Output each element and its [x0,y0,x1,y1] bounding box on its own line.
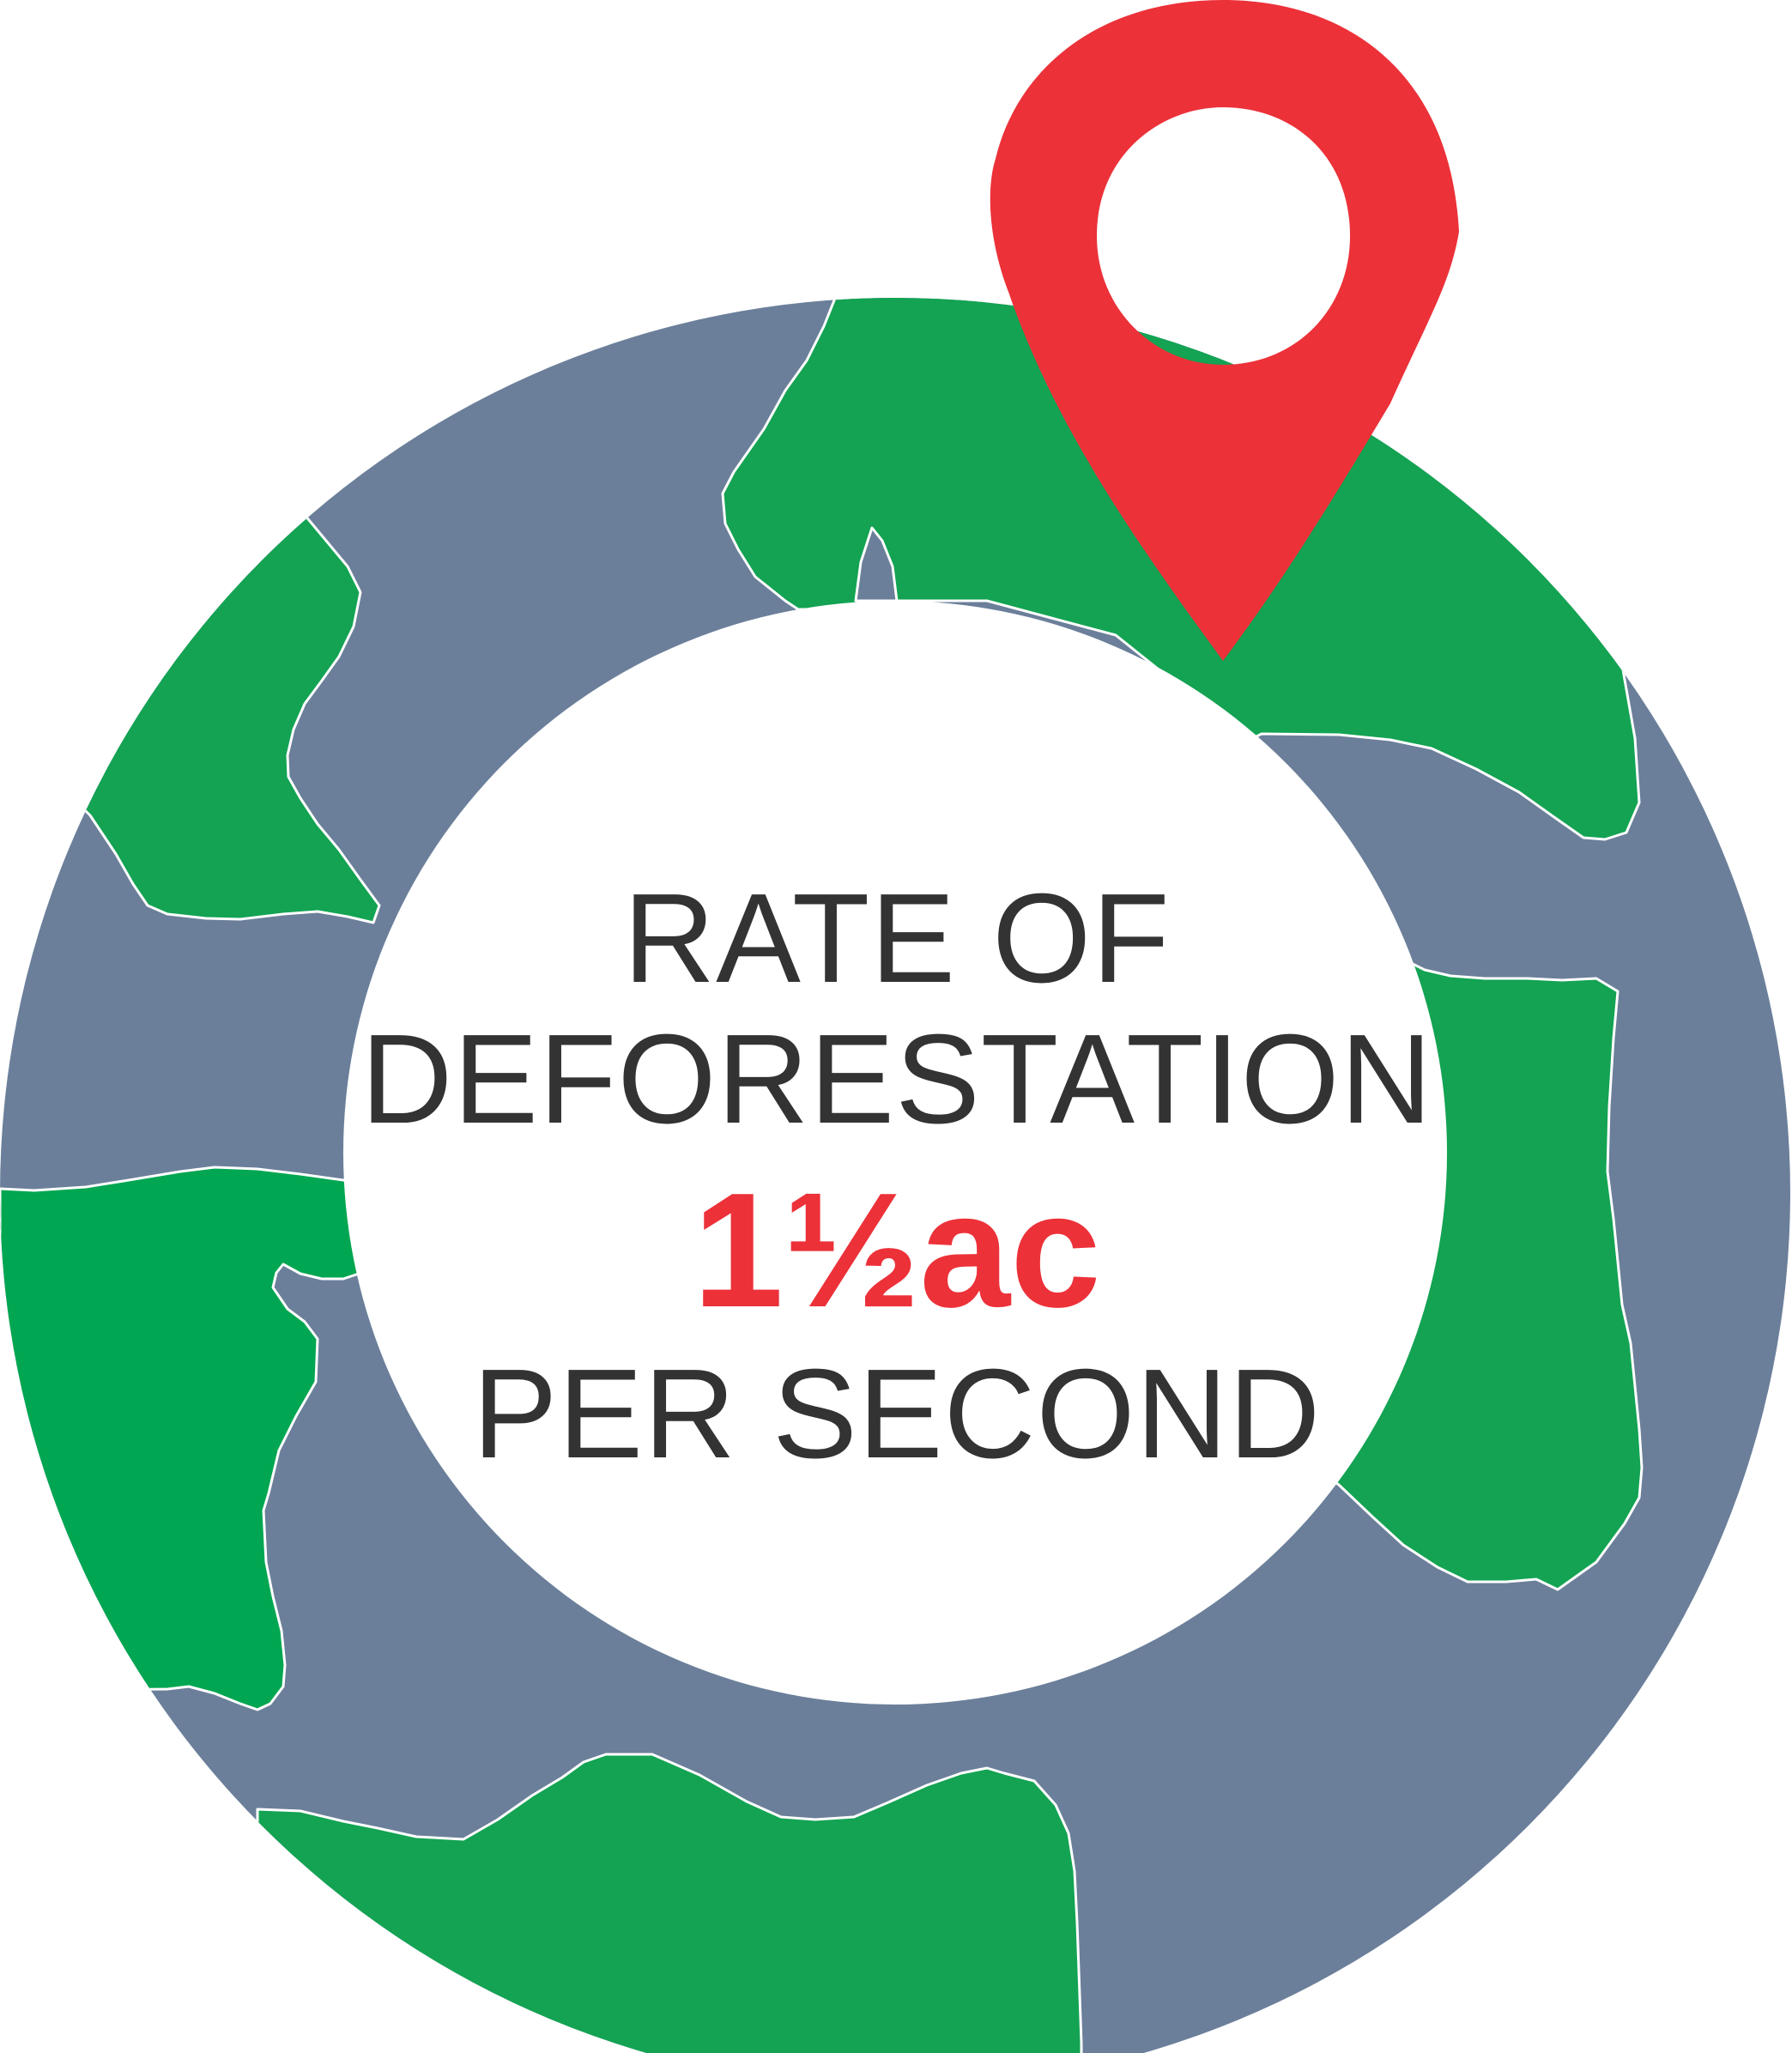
ocean-inlet [854,526,899,603]
center-disc [343,601,1447,1705]
rate-value: 1½ac [693,1160,1101,1341]
headline-line-2: DEFORESTATION [360,1008,1433,1150]
continent-west-lower [0,1166,379,1711]
headline-line-1: RATE OF [623,868,1171,1009]
headline-line-4: PER SECOND [472,1343,1322,1485]
